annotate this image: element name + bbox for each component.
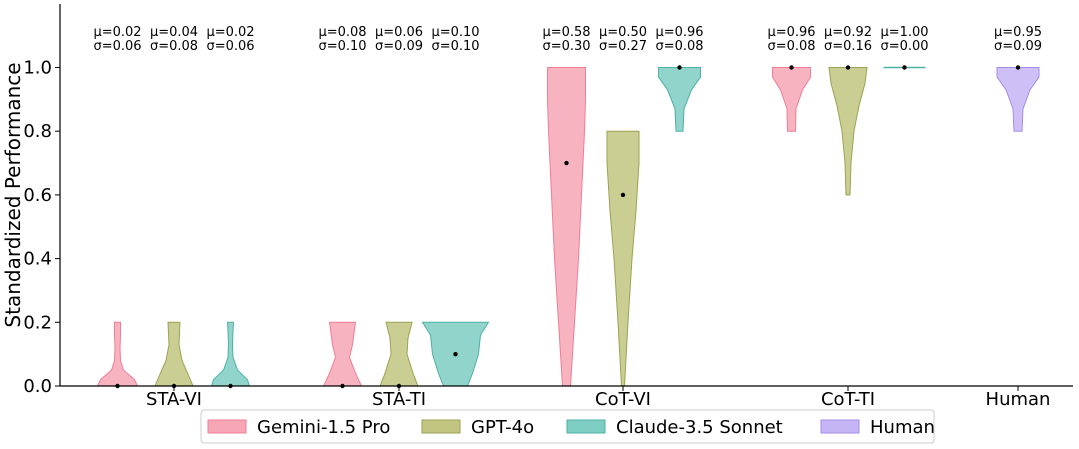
x-tick-label-human: Human [986,389,1051,410]
violin-cot-vi-gemini-1-5-pro [547,67,586,387]
std-label-cot-ti-gpt-4o: σ=0.16 [824,39,872,54]
mean-label-cot-ti-claude-3-5-sonnet: μ=1.00 [880,25,928,40]
legend-swatch-gemini-1-5-pro [207,419,247,434]
x-tick-label-sta-ti: STA-TI [372,389,426,410]
mean-label-cot-vi-gemini-1-5-pro: μ=0.58 [542,25,590,40]
y-tick-label: 0.8 [23,121,52,142]
legend-label-gemini-1-5-pro: Gemini-1.5 Pro [257,417,390,438]
std-label-cot-ti-gemini-1-5-pro: σ=0.08 [767,39,815,54]
mean-label-sta-ti-claude-3-5-sonnet: μ=0.10 [431,25,479,40]
legend-swatch-gpt-4o [421,419,461,434]
mean-label-cot-ti-gpt-4o: μ=0.92 [824,25,872,40]
median-point-cot-vi-gpt-4o [620,192,626,198]
std-label-sta-vi-gpt-4o: σ=0.08 [150,39,198,54]
std-label-cot-ti-claude-3-5-sonnet: σ=0.00 [880,39,928,54]
legend-swatch-human [820,419,860,434]
violins-layer [96,65,1040,389]
violin-cot-ti-gpt-4o [828,67,868,196]
mean-label-sta-vi-gemini-1-5-pro: μ=0.02 [93,25,141,40]
std-label-sta-ti-gemini-1-5-pro: σ=0.10 [318,39,366,54]
std-label-cot-vi-claude-3-5-sonnet: σ=0.08 [655,39,703,54]
violin-cot-vi-claude-3-5-sonnet [658,67,701,132]
x-tick-label-sta-vi: STA-VI [146,389,202,410]
y-tick-label: 0.4 [23,249,52,270]
x-tick-label-cot-ti: CoT-TI [821,389,875,410]
std-label-cot-vi-gemini-1-5-pro: σ=0.30 [542,39,590,54]
x-tick-label-cot-vi: CoT-VI [595,389,651,410]
axes-layer: 0.0 0.2 0.4 0.6 0.8 1.0 STA-VI STA-TI CoT-VI CoT-… [1,4,1073,410]
violin-sta-vi-claude-3-5-sonnet [210,321,251,387]
median-point-sta-ti-claude-3-5-sonnet [453,351,458,357]
median-point-cot-ti-claude-3-5-sonnet [902,65,907,70]
std-label-sta-ti-gpt-4o: σ=0.09 [375,39,423,54]
mean-label-cot-vi-gpt-4o: μ=0.50 [599,25,647,40]
median-point-cot-ti-gpt-4o [845,65,851,70]
mean-label-sta-ti-gpt-4o: μ=0.06 [375,25,423,40]
violin-human-human [996,67,1040,132]
std-label-sta-vi-gemini-1-5-pro: σ=0.06 [93,39,141,54]
violin-sta-vi-gemini-1-5-pro [96,321,139,387]
mean-label-sta-vi-claude-3-5-sonnet: μ=0.02 [206,25,254,40]
legend-label-claude-3-5-sonnet: Claude-3.5 Sonnet [616,417,783,438]
violin-sta-ti-gpt-4o [379,321,419,387]
legend-label-human: Human [870,417,935,438]
std-label-human-human: σ=0.09 [994,39,1042,54]
legend: Gemini-1.5 Pro GPT-4o Claude-3.5 Sonnet Hum… [200,409,935,444]
std-label-cot-vi-gpt-4o: σ=0.27 [599,39,647,54]
y-tick-label: 0.2 [23,312,52,333]
mean-label-cot-ti-gemini-1-5-pro: μ=0.96 [767,25,815,40]
mean-label-sta-ti-gemini-1-5-pro: μ=0.08 [318,25,366,40]
y-tick-label: 1.0 [23,58,52,79]
median-point-cot-ti-gemini-1-5-pro [789,65,794,70]
violin-cot-ti-gemini-1-5-pro [772,67,811,132]
violin-sta-ti-gemini-1-5-pro [322,321,363,387]
legend-swatch-claude-3-5-sonnet [566,419,606,434]
violin-cot-vi-gpt-4o [606,130,640,387]
std-label-sta-ti-claude-3-5-sonnet: σ=0.10 [431,39,479,54]
y-tick-label: 0.0 [23,376,52,397]
mean-label-sta-vi-gpt-4o: μ=0.04 [150,25,198,40]
median-point-cot-vi-gemini-1-5-pro [564,160,569,166]
mean-label-human-human: μ=0.95 [994,25,1042,40]
legend-label-gpt-4o: GPT-4o [471,417,534,438]
median-point-cot-vi-claude-3-5-sonnet [677,65,682,70]
median-point-human-human [1015,65,1021,70]
y-axis-title: Standardized Performance [1,62,25,327]
y-tick-label: 0.6 [23,185,52,206]
stat-labels-layer: μ=0.02σ=0.06μ=0.04σ=0.08μ=0.02σ=0.06μ=0.… [93,25,1042,54]
mean-label-cot-vi-claude-3-5-sonnet: μ=0.96 [655,25,703,40]
violin-sta-vi-gpt-4o [154,321,194,387]
std-label-sta-vi-claude-3-5-sonnet: σ=0.06 [206,39,254,54]
